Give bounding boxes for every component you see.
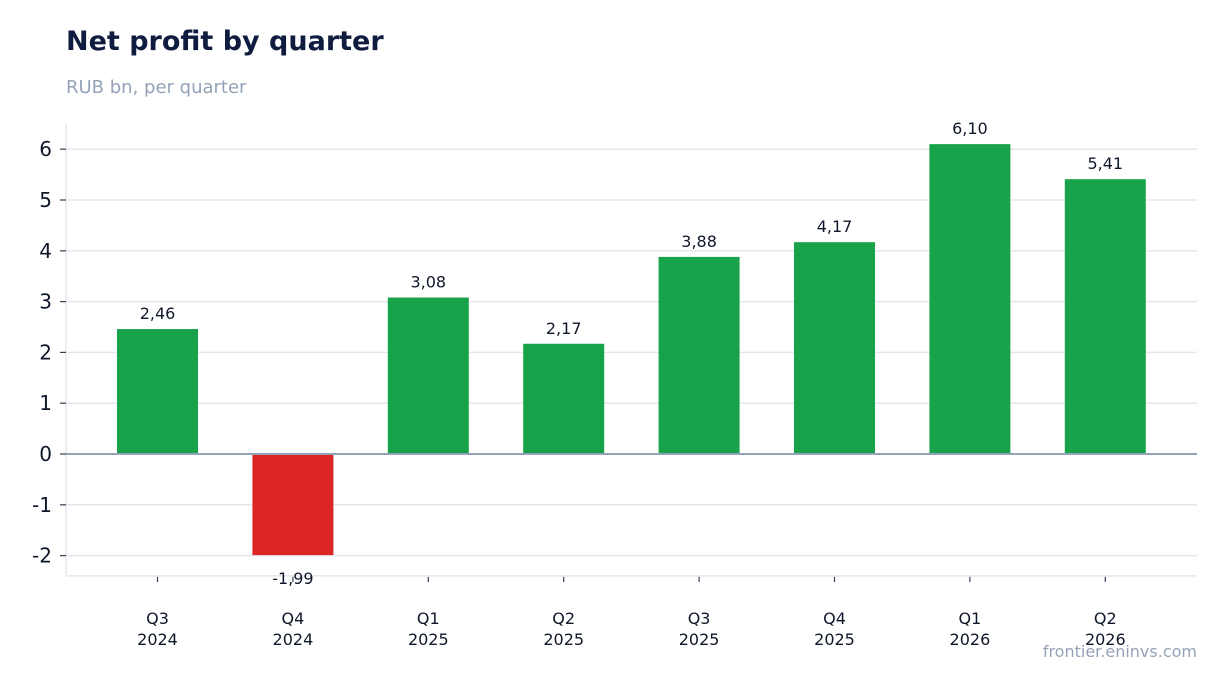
x-tick-label-quarter: Q1: [959, 609, 982, 628]
x-tick-label-quarter: Q2: [552, 609, 575, 628]
y-tick-label: 3: [39, 290, 52, 314]
chart-subtitle: RUB bn, per quarter: [66, 77, 247, 98]
bar: [1064, 179, 1146, 454]
y-tick-label: 1: [39, 391, 52, 415]
x-tick-label-quarter: Q4: [282, 609, 305, 628]
y-tick-label: 5: [39, 188, 52, 212]
x-tick-label-quarter: Q1: [417, 609, 440, 628]
x-tick-label-year: 2026: [950, 630, 991, 649]
y-tick-label: 2: [39, 340, 52, 364]
x-tick-label-year: 2025: [408, 630, 449, 649]
bar: [523, 343, 605, 454]
data-label: 6,10: [952, 119, 988, 138]
x-tick-label-quarter: Q3: [146, 609, 169, 628]
bar: [387, 297, 469, 454]
x-tick-label-year: 2025: [543, 630, 584, 649]
x-tick-label-quarter: Q3: [688, 609, 711, 628]
y-tick-label: 6: [39, 137, 52, 161]
bar: [794, 242, 875, 454]
data-label: -1,99: [272, 569, 313, 588]
data-label: 3,08: [410, 273, 446, 292]
x-tick-label-quarter: Q2: [1094, 609, 1117, 628]
data-label: 2,46: [140, 304, 176, 323]
data-label: 4,17: [817, 217, 853, 236]
data-label: 2,17: [546, 319, 582, 338]
bar: [658, 256, 740, 454]
bar: [117, 329, 198, 454]
data-label: 3,88: [681, 232, 717, 251]
axes: [60, 123, 1197, 582]
x-tick-labels: Q3 2024 Q4 2024 Q1 2025 Q2 2025 Q3 2025 Q4 2025 Q1 20…: [137, 609, 1126, 649]
source-label: frontier.eninvs.com: [1042, 642, 1197, 661]
y-tick-label: 4: [39, 239, 52, 263]
y-tick-label: -1: [32, 493, 52, 517]
y-tick-label: -2: [32, 544, 52, 568]
y-tick-label: 0: [39, 442, 52, 466]
chart-title: Net profit by quarter: [66, 26, 384, 57]
data-label: 5,41: [1087, 154, 1123, 173]
grid-lines: [66, 148, 1197, 557]
x-tick-label-year: 2026: [1085, 630, 1126, 649]
x-tick-label-year: 2024: [137, 630, 178, 649]
data-labels: 2,46 -1,99 3,08 2,17 3,88 4,17 6,10 5,41: [140, 119, 1123, 588]
x-tick-label-year: 2025: [679, 630, 720, 649]
x-tick-label-year: 2025: [814, 630, 855, 649]
y-tick-labels: -2 -1 0 1 2 3 4 5 6: [32, 137, 52, 567]
bars: [66, 144, 1197, 556]
x-tick-label-quarter: Q4: [823, 609, 846, 628]
x-tick-label-year: 2024: [273, 630, 314, 649]
bar: [252, 454, 334, 556]
bar: [929, 144, 1011, 454]
